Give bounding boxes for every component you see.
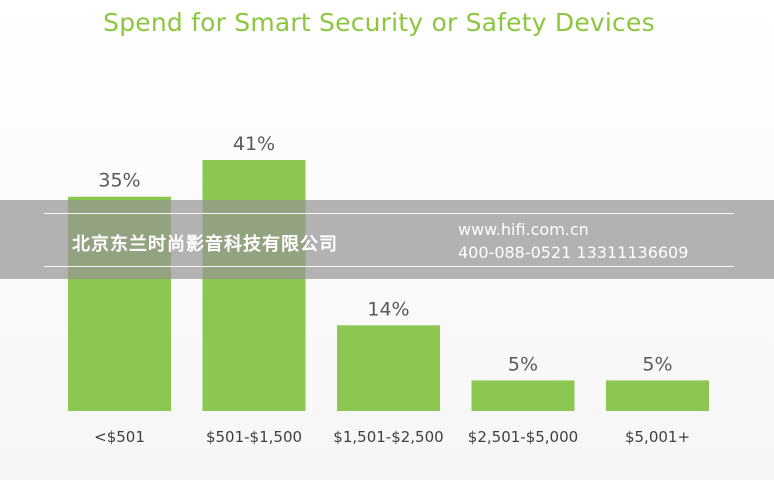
bar-3 <box>337 325 440 411</box>
bar-2 <box>202 160 306 411</box>
chart-title: Spend for Smart Security or Safety Devic… <box>103 8 655 37</box>
watermark-rule-bottom <box>44 266 734 267</box>
watermark-banner: 北京东兰时尚影音科技有限公司 www.hifi.com.cn 400-088-0… <box>0 200 774 279</box>
watermark-rule-top <box>44 213 734 214</box>
category-label-2: $501-$1,500 <box>206 428 302 446</box>
category-label-5: $5,001+ <box>625 428 690 446</box>
watermark-phones: 400-088-0521 13311136609 <box>458 243 689 262</box>
bar-5 <box>606 380 709 411</box>
data-label-4: 5% <box>508 353 538 375</box>
data-label-3: 14% <box>367 298 409 320</box>
watermark-url: www.hifi.com.cn <box>458 220 589 239</box>
data-label-2: 41% <box>233 133 275 155</box>
data-label-1: 35% <box>98 170 140 192</box>
category-label-3: $1,501-$2,500 <box>333 428 443 446</box>
watermark-company: 北京东兰时尚影音科技有限公司 <box>72 234 338 255</box>
category-label-1: <$501 <box>94 428 145 446</box>
bar-4 <box>471 380 575 411</box>
data-label-5: 5% <box>642 353 672 375</box>
category-label-4: $2,501-$5,000 <box>468 428 578 446</box>
